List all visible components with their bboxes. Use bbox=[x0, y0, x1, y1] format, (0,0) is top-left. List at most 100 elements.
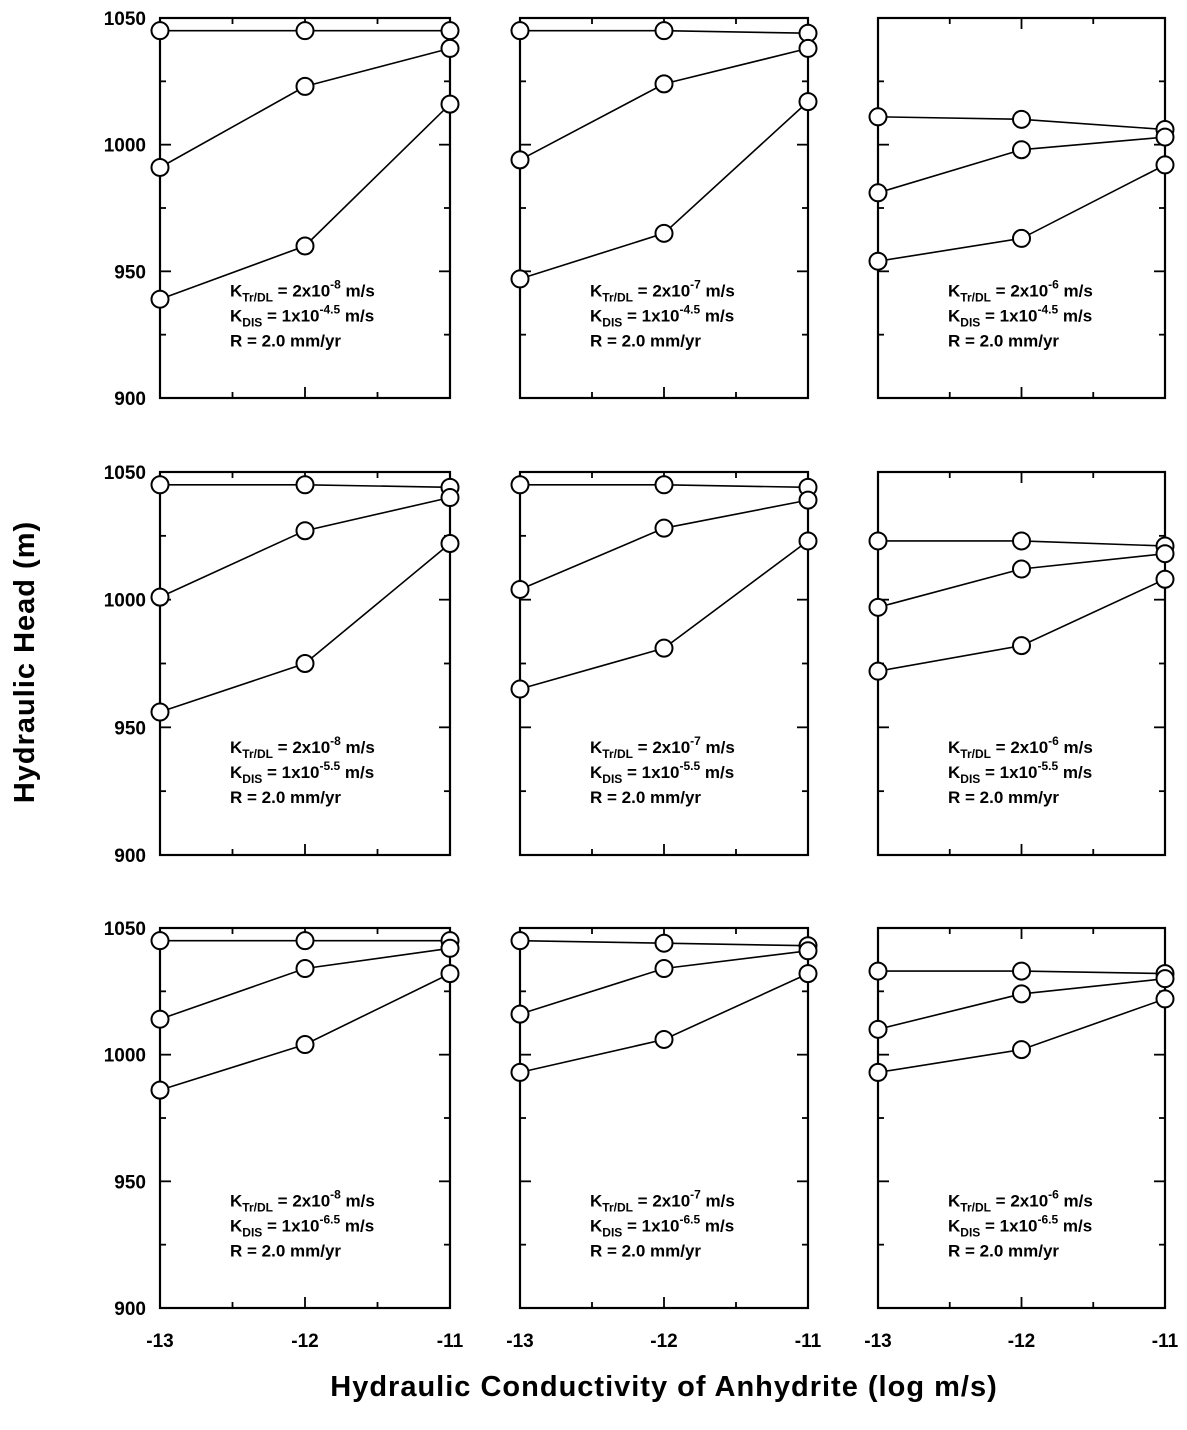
data-point bbox=[1012, 559, 1031, 579]
series-line-2 bbox=[159, 496, 451, 598]
data-point bbox=[150, 587, 170, 607]
annotation-rate: R = 2.0 mm/yr bbox=[590, 788, 701, 807]
y-tick-label: 900 bbox=[114, 389, 146, 410]
annotation-k-dis: KDIS = 1x10-5.5 m/s bbox=[590, 759, 734, 786]
data-point bbox=[868, 251, 888, 271]
annotation-rate: R = 2.0 mm/yr bbox=[230, 788, 341, 807]
annotation-rate: R = 2.0 mm/yr bbox=[590, 1242, 701, 1261]
data-point bbox=[868, 1062, 888, 1082]
y-tick-label: 900 bbox=[114, 846, 146, 867]
y-tick-label: 1000 bbox=[104, 136, 146, 157]
series-line-2 bbox=[519, 47, 809, 161]
x-tick-label: -12 bbox=[1008, 1331, 1035, 1352]
x-tick-label: -11 bbox=[437, 1331, 464, 1352]
y-tick-label: 1050 bbox=[104, 9, 146, 30]
series-line-3 bbox=[877, 578, 1166, 672]
data-point bbox=[1155, 969, 1175, 989]
data-point bbox=[868, 107, 888, 127]
annotation-rate: R = 2.0 mm/yr bbox=[230, 1242, 341, 1261]
data-point bbox=[150, 21, 170, 41]
x-tick-label: -12 bbox=[291, 1331, 318, 1352]
y-tick-label: 950 bbox=[114, 262, 146, 283]
data-point bbox=[510, 475, 530, 495]
annotation-k-dis: KDIS = 1x10-5.5 m/s bbox=[948, 759, 1092, 786]
y-tick-label: 950 bbox=[114, 1172, 146, 1193]
panel-7: 900 950 1000 1050 -13 -12 -11 KTr/DL = 2x10-8 m… bbox=[104, 919, 464, 1352]
data-point bbox=[150, 157, 170, 177]
y-axis-title: Hydraulic Head (m) bbox=[9, 521, 41, 803]
data-point bbox=[295, 21, 315, 41]
annotation-k-dis: KDIS = 1x10-6.5 m/s bbox=[230, 1213, 374, 1240]
data-point bbox=[295, 931, 315, 951]
data-point bbox=[1012, 140, 1031, 160]
data-point bbox=[1155, 544, 1175, 564]
data-point bbox=[868, 183, 888, 203]
x-tick-label: -13 bbox=[506, 1331, 533, 1352]
data-point bbox=[1012, 109, 1031, 129]
data-point bbox=[510, 1004, 530, 1024]
data-point bbox=[798, 964, 818, 984]
y-tick-label: 1050 bbox=[104, 463, 146, 484]
annotation-k-tr-dl: KTr/DL = 2x10-7 m/s bbox=[590, 734, 735, 761]
data-point bbox=[510, 21, 530, 41]
data-point bbox=[295, 521, 315, 541]
data-point bbox=[440, 964, 460, 984]
data-point bbox=[510, 679, 530, 699]
data-point bbox=[150, 702, 170, 722]
series-line-2 bbox=[159, 47, 451, 169]
annotation-k-tr-dl: KTr/DL = 2x10-6 m/s bbox=[948, 734, 1093, 761]
data-point bbox=[150, 289, 170, 309]
data-point bbox=[654, 959, 674, 979]
data-point bbox=[654, 1029, 674, 1049]
x-tick-label: -11 bbox=[795, 1331, 822, 1352]
data-point bbox=[868, 531, 888, 551]
series-line-3 bbox=[519, 540, 809, 690]
data-point bbox=[1012, 961, 1031, 981]
data-point bbox=[654, 475, 674, 495]
series-line-3 bbox=[159, 542, 451, 713]
data-point bbox=[654, 638, 674, 658]
data-point bbox=[654, 933, 674, 953]
data-point bbox=[440, 938, 460, 958]
data-point bbox=[1012, 228, 1031, 248]
y-tick-label: 1050 bbox=[104, 919, 146, 940]
data-point bbox=[295, 475, 315, 495]
data-point bbox=[295, 959, 315, 979]
data-point bbox=[798, 92, 818, 112]
annotation-k-tr-dl: KTr/DL = 2x10-6 m/s bbox=[948, 278, 1093, 305]
annotation-rate: R = 2.0 mm/yr bbox=[948, 1242, 1059, 1261]
data-point bbox=[295, 236, 315, 256]
data-point bbox=[510, 1062, 530, 1082]
annotation-k-tr-dl: KTr/DL = 2x10-8 m/s bbox=[230, 278, 375, 305]
annotation-k-dis: KDIS = 1x10-6.5 m/s bbox=[948, 1213, 1092, 1240]
data-point bbox=[440, 533, 460, 553]
annotation-k-dis: KDIS = 1x10-4.5 m/s bbox=[948, 303, 1092, 330]
data-point bbox=[1012, 984, 1031, 1004]
annotation-rate: R = 2.0 mm/yr bbox=[230, 332, 341, 351]
data-point bbox=[510, 931, 530, 951]
annotation-k-dis: KDIS = 1x10-4.5 m/s bbox=[590, 303, 734, 330]
data-point bbox=[868, 961, 888, 981]
y-tick-label: 1000 bbox=[104, 591, 146, 612]
annotation-k-dis: KDIS = 1x10-6.5 m/s bbox=[590, 1213, 734, 1240]
annotation-k-tr-dl: KTr/DL = 2x10-8 m/s bbox=[230, 734, 375, 761]
data-point bbox=[295, 654, 315, 673]
data-point bbox=[510, 150, 530, 170]
data-point bbox=[295, 1035, 315, 1055]
annotation-k-dis: KDIS = 1x10-5.5 m/s bbox=[230, 759, 374, 786]
data-point bbox=[868, 1019, 888, 1039]
y-tick-label: 1000 bbox=[104, 1046, 146, 1067]
series-line-3 bbox=[877, 998, 1166, 1074]
data-point bbox=[1012, 1040, 1031, 1060]
series-line-3 bbox=[159, 103, 451, 300]
data-point bbox=[1155, 127, 1175, 147]
data-point bbox=[1155, 989, 1175, 1009]
data-point bbox=[798, 490, 818, 510]
